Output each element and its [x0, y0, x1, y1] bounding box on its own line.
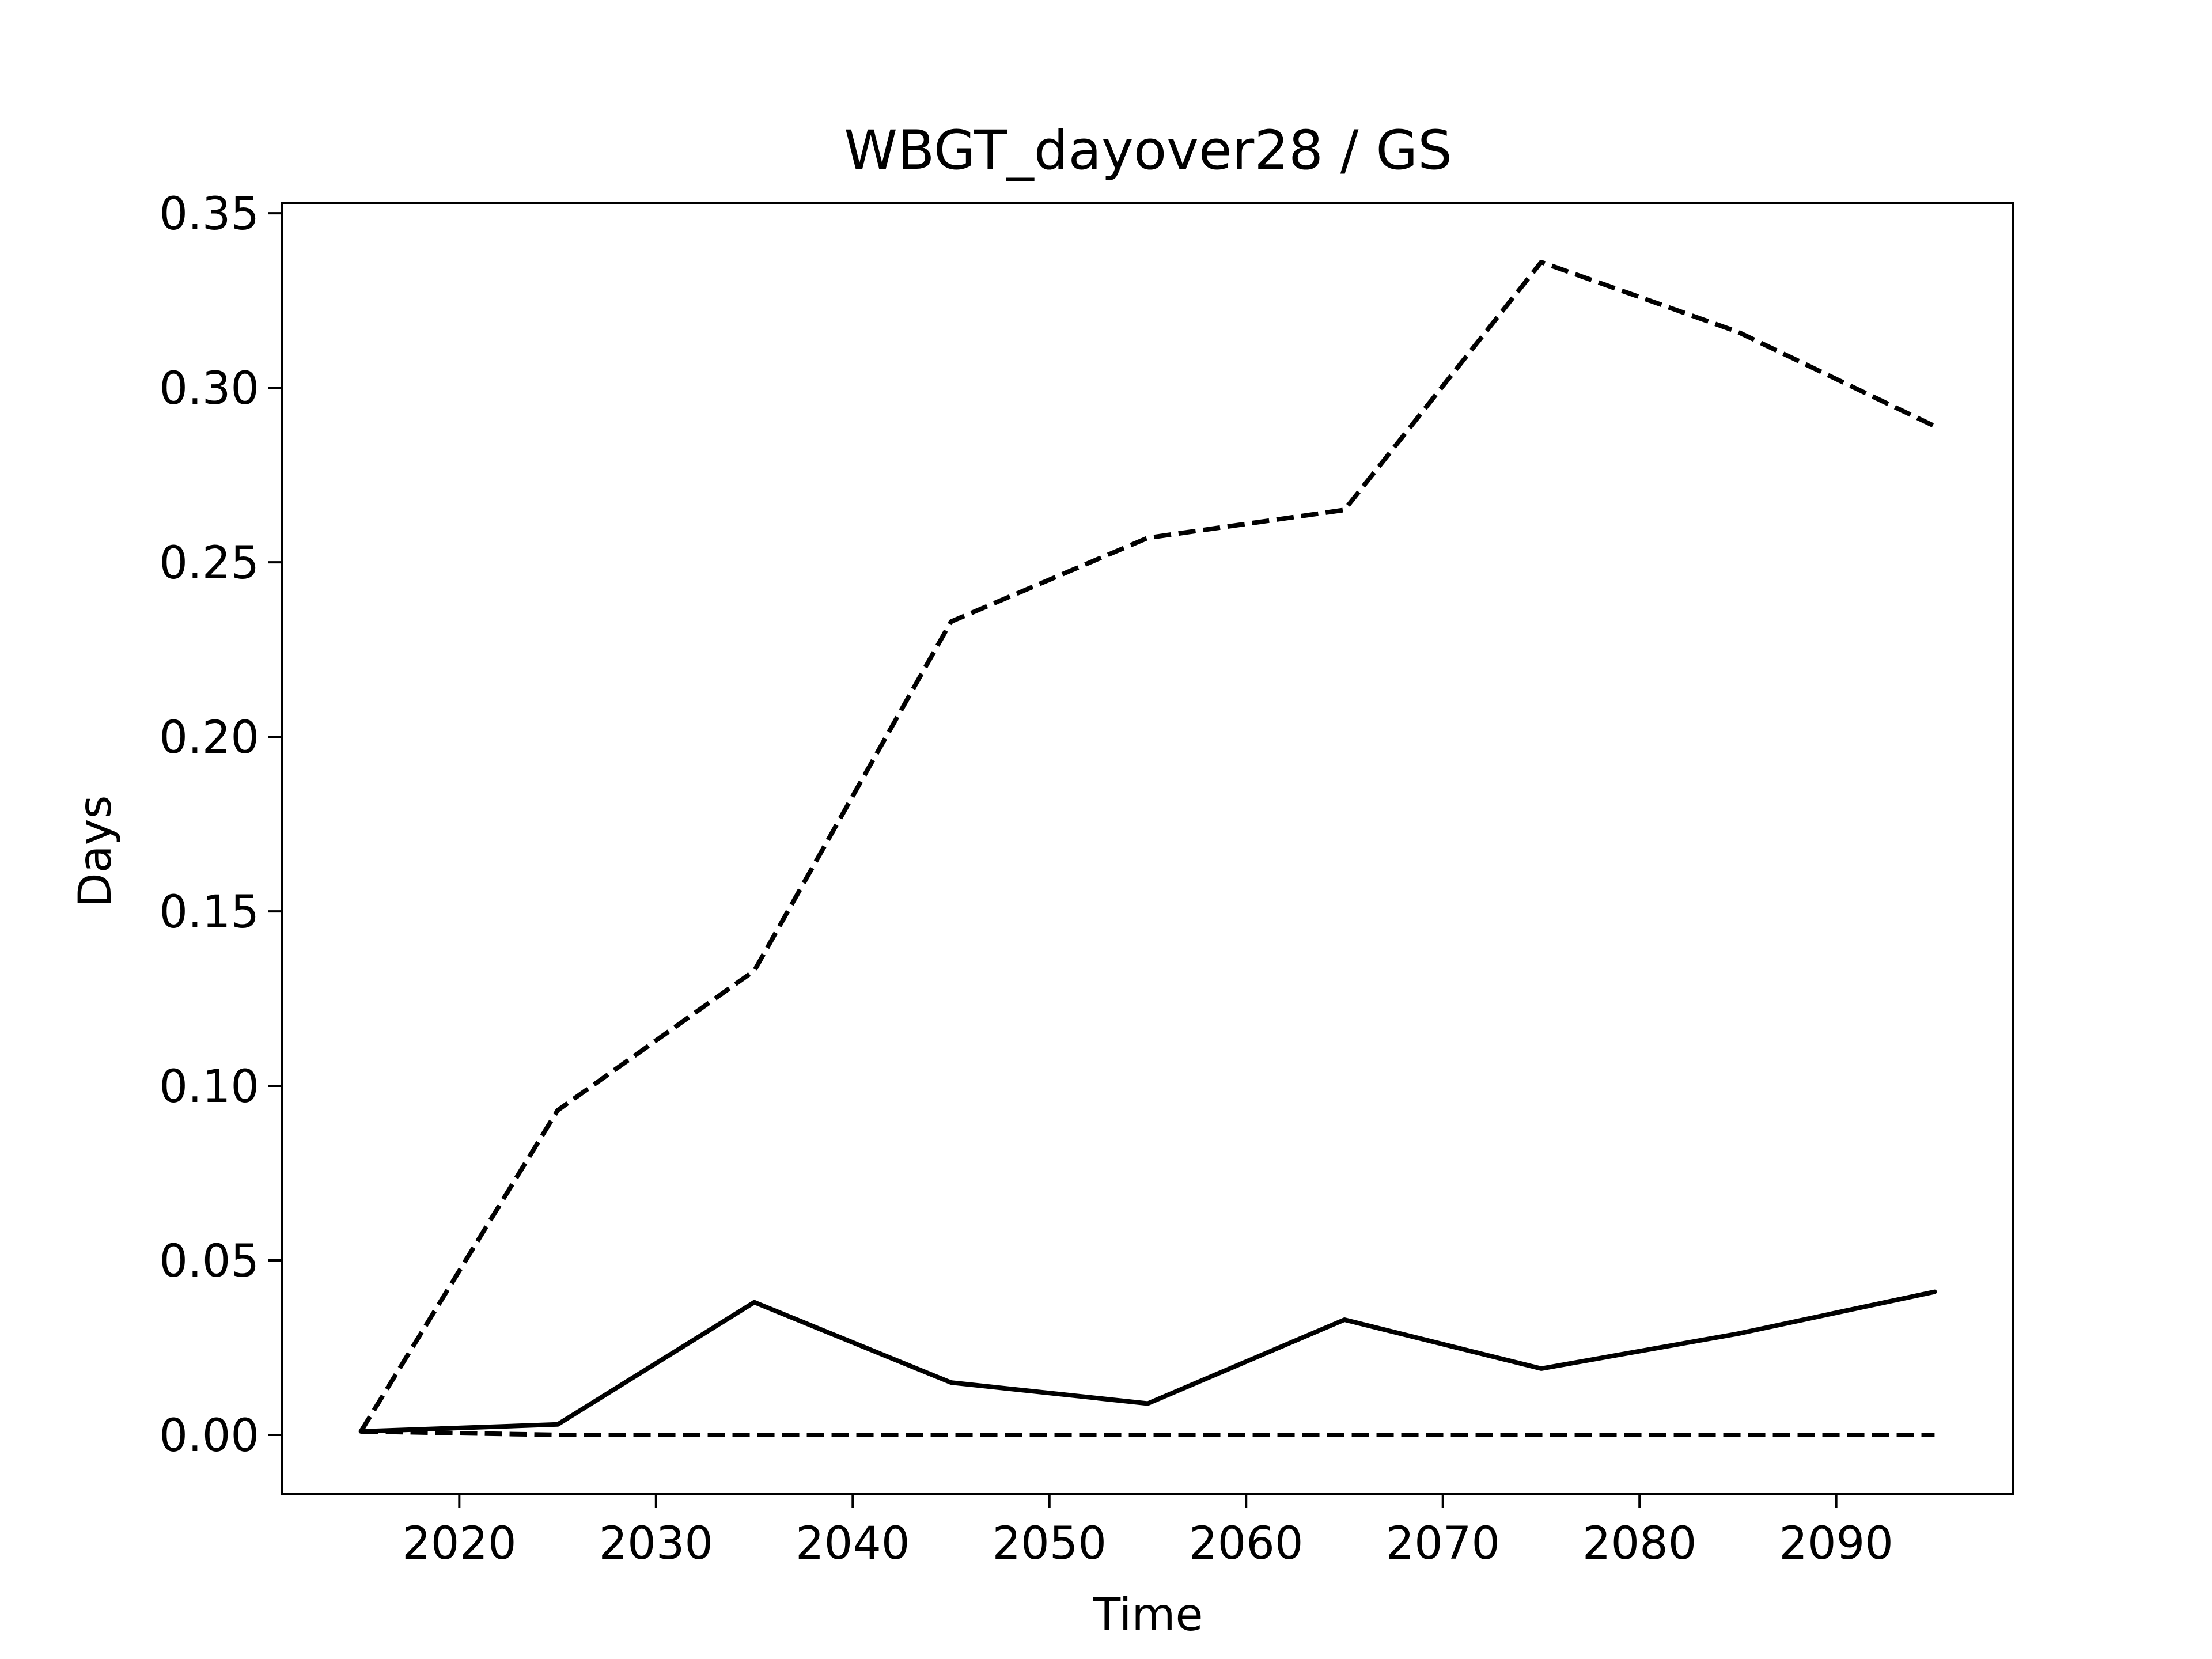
plot-frame	[281, 202, 2014, 1495]
y-axis-label: Days	[70, 796, 122, 908]
y-tick-label: 0.35	[159, 188, 259, 240]
x-axis: 2020 2030 2040 2050 2060 2070 2080 2090	[402, 1494, 1893, 1570]
y-tick-label: 0.30	[159, 363, 259, 415]
series-line-1	[358, 1289, 1937, 1434]
series-line-2	[359, 260, 1936, 1433]
y-tick-label: 0.05	[159, 1236, 259, 1287]
x-tick-label: 2040	[796, 1518, 910, 1570]
x-tick-label: 2020	[402, 1518, 517, 1570]
y-tick-label: 0.10	[159, 1061, 259, 1113]
x-tick-label: 2050	[993, 1518, 1107, 1570]
x-tick-label: 2070	[1385, 1518, 1500, 1570]
y-tick-label: 0.25	[159, 537, 259, 589]
x-tick-label: 2080	[1582, 1518, 1697, 1570]
x-axis-label: Time	[1093, 1589, 1203, 1641]
x-tick-label: 2030	[599, 1518, 714, 1570]
x-tick-label: 2090	[1779, 1518, 1893, 1570]
series-layer	[358, 260, 1937, 1437]
chart-title: WBGT_dayover28 / GS	[844, 119, 1452, 182]
y-tick-label: 0.20	[159, 712, 259, 764]
y-axis: 0.00 0.05 0.10 0.15 0.20 0.25 0.30 0.35	[159, 188, 282, 1462]
series-line-3	[361, 1429, 1935, 1437]
y-tick-label: 0.00	[159, 1410, 259, 1462]
x-tick-label: 2060	[1189, 1518, 1304, 1570]
y-tick-label: 0.15	[159, 887, 259, 938]
